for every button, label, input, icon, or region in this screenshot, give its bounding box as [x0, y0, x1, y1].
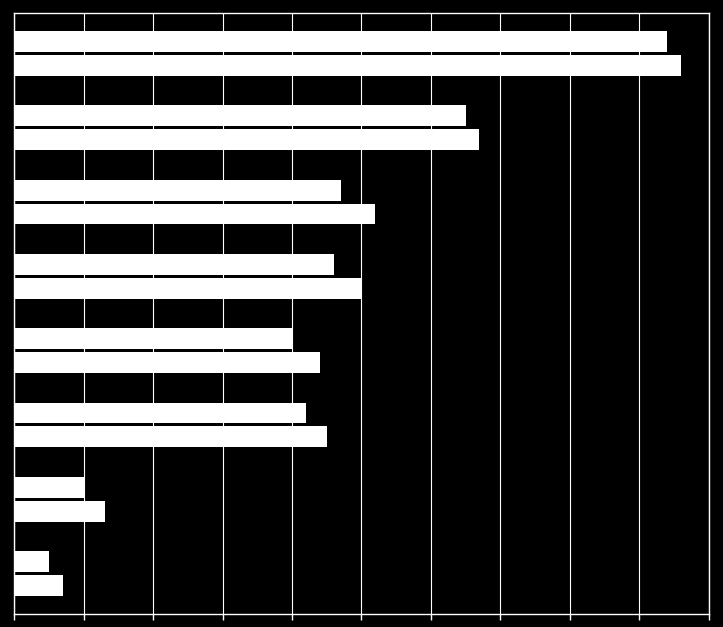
Bar: [14, 551, 49, 572]
Bar: [14, 31, 667, 52]
Bar: [14, 204, 375, 224]
Bar: [14, 180, 341, 201]
Bar: [14, 501, 105, 522]
Bar: [14, 477, 84, 498]
Bar: [14, 129, 479, 150]
Bar: [14, 105, 466, 126]
Bar: [14, 352, 320, 373]
Bar: [14, 403, 306, 423]
Bar: [14, 55, 681, 76]
Bar: [14, 254, 334, 275]
Bar: [14, 278, 361, 298]
Bar: [14, 426, 327, 447]
Bar: [14, 575, 63, 596]
Bar: [14, 329, 292, 349]
